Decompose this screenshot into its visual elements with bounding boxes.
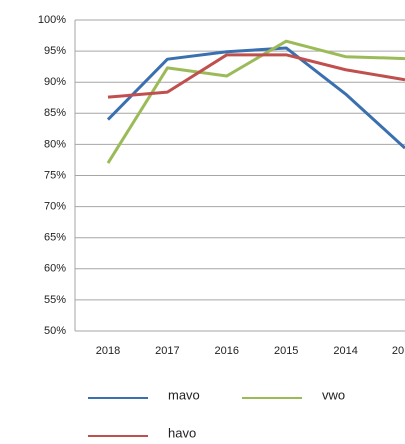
x-tick-label: 2017: [155, 345, 179, 357]
y-tick-label: 50%: [44, 325, 66, 337]
legend-label: vwo: [322, 387, 345, 402]
x-tick-label: 2018: [96, 345, 120, 357]
y-tick-label: 75%: [44, 169, 66, 181]
x-tick-label: 2014: [333, 345, 357, 357]
x-tick-label: 20: [392, 345, 404, 357]
y-tick-label: 70%: [44, 201, 66, 213]
y-tick-label: 60%: [44, 263, 66, 275]
y-tick-label: 80%: [44, 138, 66, 150]
x-tick-label: 2016: [215, 345, 239, 357]
y-tick-label: 85%: [44, 107, 66, 119]
y-tick-label: 90%: [44, 76, 66, 88]
y-tick-label: 55%: [44, 294, 66, 306]
x-tick-label: 2015: [274, 345, 298, 357]
legend-label: havo: [168, 425, 196, 440]
series-line: [107, 53, 405, 99]
series-line: [106, 46, 405, 150]
y-tick-label: 65%: [44, 232, 66, 244]
legend-label: mavo: [168, 387, 200, 402]
y-tick-label: 100%: [38, 14, 66, 26]
y-tick-label: 95%: [44, 45, 66, 57]
series-line: [106, 39, 405, 164]
